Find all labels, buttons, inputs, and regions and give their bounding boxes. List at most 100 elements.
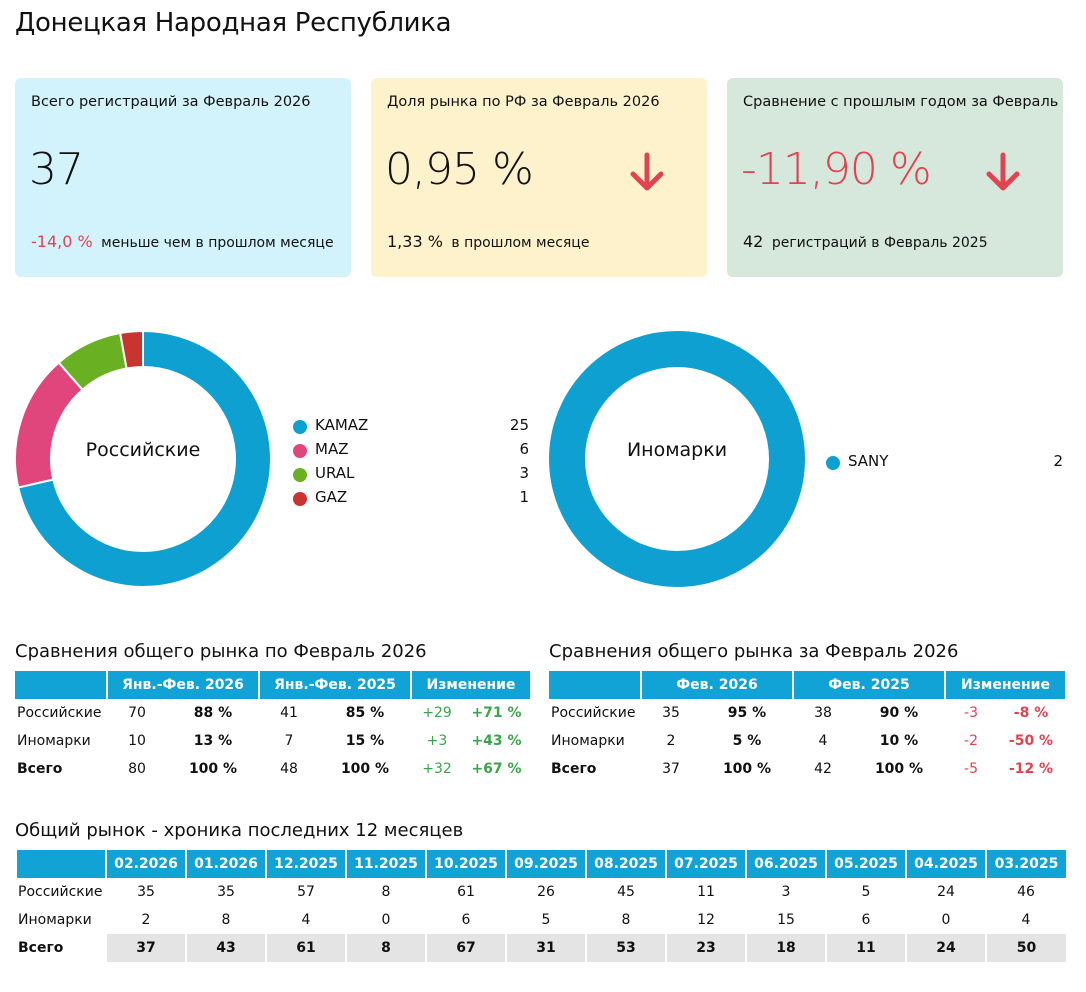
table-row: Российские 70 88 % 41 85 % +29 +71 %	[15, 699, 530, 727]
row-name: Иномарки	[551, 733, 625, 749]
history-header-month: 03.2025	[985, 850, 1066, 878]
russian-legend: KAMAZ 25 MAZ 6 URAL 3 GAZ 1	[293, 416, 529, 512]
current-count: 10	[128, 733, 146, 749]
legend-item-kamaz: KAMAZ 25	[293, 416, 529, 440]
history-cell: 5	[541, 912, 551, 928]
month-table-title: Сравнения общего рынка за Февраль 2026	[549, 641, 959, 662]
history-cell: 8	[221, 912, 231, 928]
yoy-prev-text: регистраций в Февраль 2025	[771, 235, 988, 251]
history-cell: 5	[861, 884, 871, 900]
month-header-previous: Фев. 2025	[792, 671, 945, 699]
previous-share: 85 %	[345, 705, 385, 721]
history-header-month: 01.2026	[185, 850, 266, 878]
yoy-value: -11,90 %	[741, 144, 932, 195]
market-share-footer: 1,33 % в прошлом месяце	[387, 232, 589, 251]
russian-slice-kamaz	[17, 331, 271, 587]
arrow-down-icon	[986, 152, 1020, 191]
history-header-month: 04.2025	[905, 850, 986, 878]
market-share-prev: 1,33 %	[387, 232, 443, 251]
foreign-brands-donut	[549, 331, 805, 587]
history-cell: 11	[697, 884, 715, 900]
previous-count: 41	[280, 705, 298, 721]
foreign-slice-sany	[549, 331, 805, 587]
legend-label: GAZ	[315, 488, 348, 506]
history-cell: 23	[665, 934, 746, 962]
registrations-change: -14,0 %	[31, 232, 93, 251]
russian-brands-donut	[15, 331, 271, 587]
legend-label: MAZ	[315, 440, 349, 458]
change-percent: -50 %	[1008, 733, 1054, 749]
month-header-current: Фев. 2026	[640, 671, 793, 699]
ytd-table-title: Сравнения общего рынка по Февраль 2026	[15, 641, 427, 662]
current-share: 88 %	[193, 705, 233, 721]
legend-item-maz: MAZ 6	[293, 440, 529, 464]
month-header-change: Изменение	[944, 671, 1065, 699]
previous-share: 90 %	[879, 705, 919, 721]
table-row: Иномарки 2 8 4 0 6 5 8 12 15 6 0 4	[16, 906, 1066, 934]
foreign-donut-label: Иномарки	[626, 439, 728, 461]
history-header-month: 02.2026	[105, 850, 186, 878]
table-row: Всего 80 100 % 48 100 % +32 +67 %	[15, 755, 530, 783]
history-cell: 26	[537, 884, 555, 900]
table-row: Российские 35 95 % 38 90 % -3 -8 %	[549, 699, 1065, 727]
page-title: Донецкая Народная Республика	[15, 8, 452, 38]
current-count: 37	[662, 761, 680, 777]
change-count: -2	[964, 733, 978, 749]
history-cell: 61	[457, 884, 475, 900]
market-share-card-title: Доля рынка по РФ за Февраль 2026	[387, 94, 660, 110]
legend-value: 2	[1053, 452, 1063, 470]
history-cell: 53	[585, 934, 666, 962]
registrations-footer: -14,0 % меньше чем в прошлом месяце	[31, 232, 334, 251]
history-cell: 11	[825, 934, 906, 962]
arrow-down-icon	[630, 152, 664, 191]
table-row: Иномарки 2 5 % 4 10 % -2 -50 %	[549, 727, 1065, 755]
row-name: Всего	[17, 761, 63, 777]
legend-dot-icon	[293, 492, 307, 506]
history-cell: 4	[301, 912, 311, 928]
registrations-card-title: Всего регистраций за Февраль 2026	[31, 94, 311, 110]
ytd-header-previous: Янв.-Фев. 2025	[258, 671, 411, 699]
history-cell: 31	[505, 934, 586, 962]
legend-dot-icon	[293, 420, 307, 434]
ytd-header-change: Изменение	[410, 671, 530, 699]
history-cell: 24	[937, 884, 955, 900]
change-percent: -12 %	[1008, 761, 1054, 777]
legend-label: SANY	[848, 452, 889, 470]
previous-share: 10 %	[879, 733, 919, 749]
legend-value: 25	[509, 416, 529, 434]
current-count: 35	[662, 705, 680, 721]
legend-dot-icon	[293, 444, 307, 458]
market-share-card: Доля рынка по РФ за Февраль 2026 0,95 % …	[371, 78, 707, 277]
row-name: Российские	[18, 884, 103, 900]
legend-dot-icon	[826, 456, 840, 470]
yoy-footer: 42 регистраций в Февраль 2025	[743, 232, 988, 251]
history-cell: 35	[137, 884, 155, 900]
table-row: Всего 37 43 61 8 67 31 53 23 18 11 24 50	[16, 934, 1066, 962]
legend-label: KAMAZ	[315, 416, 369, 434]
history-table-title: Общий рынок - хроника последних 12 месяц…	[15, 820, 464, 841]
month-header-empty	[549, 671, 641, 699]
row-name: Всего	[551, 761, 597, 777]
change-percent: +71 %	[471, 705, 522, 721]
legend-value: 3	[519, 464, 529, 482]
change-count: +3	[426, 733, 448, 749]
history-cell: 24	[905, 934, 986, 962]
history-cell: 57	[297, 884, 315, 900]
history-cell: 67	[425, 934, 506, 962]
ytd-header-current: Янв.-Фев. 2026	[106, 671, 259, 699]
history-cell: 46	[1017, 884, 1035, 900]
history-cell: 6	[861, 912, 871, 928]
change-percent: +67 %	[471, 761, 522, 777]
row-name: Всего	[16, 934, 106, 962]
current-count: 70	[128, 705, 146, 721]
legend-value: 6	[519, 440, 529, 458]
yoy-card-title: Сравнение с прошлым годом за Февраль	[743, 94, 1059, 110]
history-header-month: 11.2025	[345, 850, 426, 878]
change-percent: +43 %	[471, 733, 522, 749]
russian-donut-label: Российские	[85, 439, 201, 461]
history-cell: 8	[621, 912, 631, 928]
previous-share: 100 %	[874, 761, 924, 777]
yoy-prev: 42	[743, 232, 764, 251]
change-percent: -8 %	[1013, 705, 1049, 721]
current-share: 95 %	[727, 705, 767, 721]
